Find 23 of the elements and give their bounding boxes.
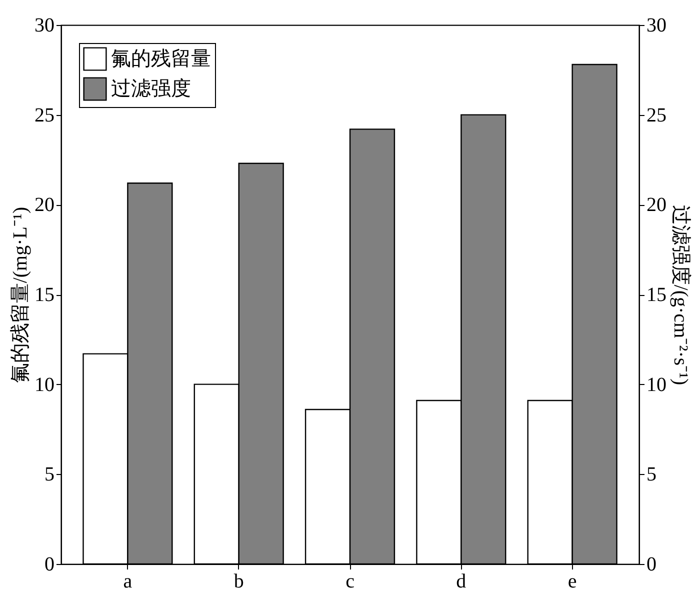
x-tick-label: d xyxy=(456,570,466,592)
x-tick-label: a xyxy=(123,570,132,592)
x-tick-label: e xyxy=(568,570,577,592)
y2-tick-label: 10 xyxy=(646,374,666,396)
y-tick-label: 10 xyxy=(34,374,54,396)
legend-label: 过滤强度 xyxy=(111,78,191,100)
y2-tick-label: 20 xyxy=(646,194,666,216)
y-tick-label: 20 xyxy=(34,194,54,216)
y-tick-label: 30 xyxy=(34,14,54,36)
legend-label: 氟的残留量 xyxy=(111,48,211,70)
y2-axis-title: 过滤强度/(g·cm⁻²·s⁻¹) xyxy=(670,204,692,386)
x-tick-label: b xyxy=(234,570,244,592)
y-tick-label: 15 xyxy=(34,284,54,306)
y2-tick-label: 0 xyxy=(646,554,656,576)
y-axis-title: 氟的残留量/(mg·L⁻¹) xyxy=(10,206,32,384)
y-tick-label: 0 xyxy=(44,554,54,576)
y-tick-label: 5 xyxy=(44,464,54,486)
y2-tick-label: 15 xyxy=(646,284,666,306)
y2-tick-label: 5 xyxy=(646,464,656,486)
y-tick-label: 25 xyxy=(34,104,54,126)
y2-tick-label: 30 xyxy=(646,14,666,36)
y2-tick-label: 25 xyxy=(646,104,666,126)
x-tick-label: c xyxy=(346,570,355,592)
